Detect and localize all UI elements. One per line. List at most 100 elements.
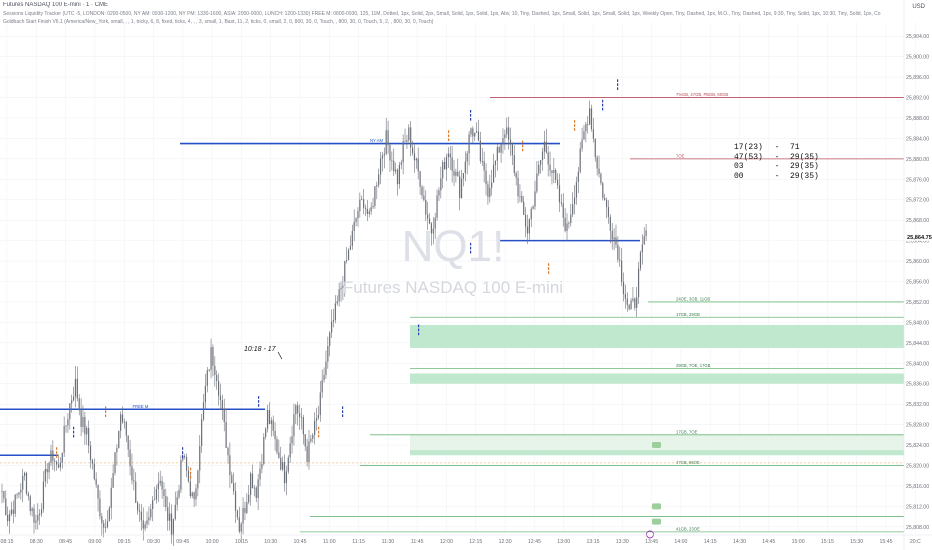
y-tick-label: 25,820.00 (906, 463, 929, 469)
candle-body (219, 395, 222, 401)
bar-annotation-mark (418, 324, 420, 328)
candle-body (317, 415, 320, 418)
indicator-legend-sessions[interactable]: Sessions Liquidity Tracker (UTC -5, LOND… (3, 11, 881, 17)
candle-body (538, 164, 540, 174)
candle-body (464, 161, 466, 174)
bar-annotation-mark (258, 396, 260, 399)
x-tick-label: 14:30 (733, 539, 746, 545)
candle-body (466, 153, 468, 162)
candle-body (575, 181, 578, 198)
candle-body (477, 131, 480, 141)
bar-annotation-mark (470, 246, 472, 250)
candle-body (622, 281, 625, 294)
candle-body (199, 446, 201, 471)
time-axis: 08:15 08:30 08:45 09:00 09:15 09:30 09:45 10:00… (0, 534, 932, 545)
candle-body (342, 285, 344, 288)
bar-annotation-mark (105, 414, 107, 417)
watermark-name: Futures NASDAQ 100 E-mini (342, 278, 564, 297)
candle-body (197, 470, 199, 489)
candle-body (127, 435, 129, 450)
candle-body (476, 131, 478, 133)
stats-cell: - (774, 143, 780, 152)
candle-body (91, 459, 94, 464)
candle-body (314, 420, 316, 435)
candle-body (492, 165, 495, 183)
candle-body (8, 514, 11, 522)
candle-body (562, 203, 564, 218)
x-tick-label: 10:15 (235, 539, 248, 545)
candle-body (93, 463, 95, 480)
price-level-label: 47GB, 96OE (676, 460, 700, 465)
candle-body (504, 134, 506, 139)
x-tick-label: 13:30 (616, 539, 629, 545)
candle-body (22, 475, 24, 490)
candle-body (634, 298, 636, 308)
candle-body (263, 437, 265, 465)
candle-body (530, 208, 532, 220)
candle-body (447, 153, 449, 158)
candle-body (29, 496, 31, 512)
candle-body (114, 452, 116, 474)
candle-body (355, 218, 357, 222)
candle-body (502, 138, 504, 145)
candle-body (35, 520, 37, 523)
candle-body (61, 452, 63, 463)
candle-body (438, 190, 440, 196)
candle-body (20, 489, 22, 493)
candle-body (430, 223, 433, 234)
candle-body (376, 185, 378, 187)
y-tick-label: 25,824.00 (906, 443, 929, 449)
candle-body (391, 160, 393, 162)
candle-body (602, 183, 604, 199)
candle-body (321, 380, 323, 393)
candle-body (170, 513, 173, 536)
event-marker-icon (646, 530, 654, 539)
candle-body (568, 222, 570, 224)
bar-annotation-mark (182, 447, 184, 450)
candle-body (621, 260, 623, 282)
candle-body (12, 509, 14, 514)
candle-body (609, 216, 611, 231)
candle-body (577, 171, 579, 182)
currency-label[interactable]: USD (912, 4, 925, 10)
price-axis: 25,904.00 25,900.00 25,896.00 25,892.00 25,8… (903, 0, 932, 550)
y-tick-label: 25,876.00 (906, 177, 929, 183)
candle-body (387, 130, 389, 145)
indicator-legend-goldbach[interactable]: Goldbach Start Finish V6.1 (America/New_… (3, 19, 434, 25)
candle-body (67, 419, 69, 426)
candle-body (590, 108, 593, 130)
candle-body (509, 139, 512, 144)
candle-body (5, 498, 7, 515)
candle-body (155, 489, 158, 500)
candle-body (169, 513, 171, 521)
candle-body (129, 449, 131, 467)
candle-body (532, 206, 534, 209)
y-tick-label: 25,836.00 (906, 382, 929, 388)
stats-table: 17(23) -71 47(53) -29(35) 03-29(35) 00-29(… (734, 143, 819, 181)
candle-body (187, 470, 190, 482)
bar-annotation-mark (522, 144, 524, 148)
candle-body (359, 199, 361, 211)
candle-body (191, 492, 193, 497)
candle-body (453, 170, 455, 176)
candle-body (14, 494, 16, 514)
candle-body (112, 473, 114, 488)
candle-body (283, 462, 286, 484)
candle-body (202, 402, 205, 420)
candle-body (248, 494, 250, 503)
bar-annotation-mark (190, 475, 192, 479)
candle-body (172, 519, 174, 536)
candle-body (161, 480, 163, 490)
stats-cell: 03 (734, 162, 744, 171)
bar-annotation-mark (56, 451, 58, 454)
level-badge (652, 442, 661, 449)
candle-body (551, 170, 553, 173)
candle-body (135, 481, 137, 503)
candle-body (632, 298, 634, 301)
bar-annotation-mark (258, 400, 260, 403)
candle-body (474, 132, 476, 137)
y-tick-label: 25,844.00 (906, 341, 929, 347)
stats-cell: - (774, 171, 780, 181)
candle-body (434, 217, 436, 229)
